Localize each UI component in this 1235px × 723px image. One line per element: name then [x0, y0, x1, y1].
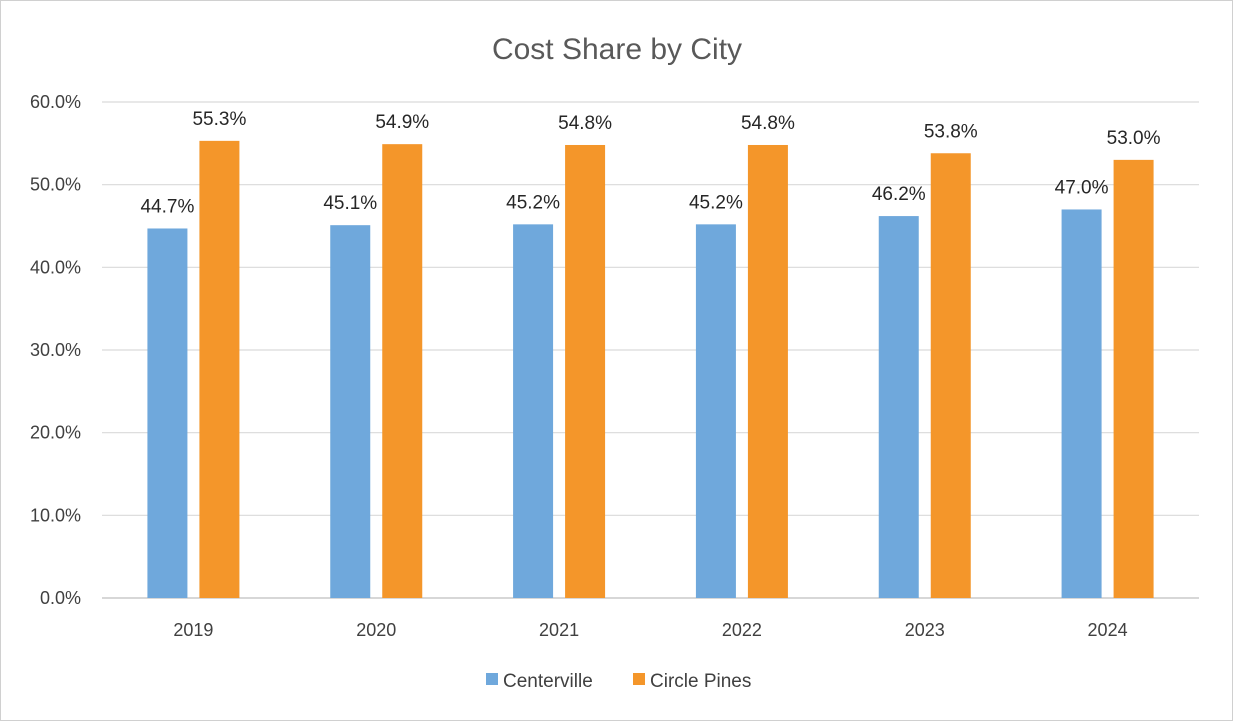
x-tick-label: 2020: [356, 620, 396, 640]
bar-centerville-2020: [330, 225, 371, 598]
data-label: 45.2%: [506, 192, 560, 213]
bar-circle-pines-2024: [1113, 159, 1154, 598]
legend-label: Circle Pines: [650, 671, 751, 692]
bar-circle-pines-2020: [382, 144, 423, 598]
y-tick-label: 40.0%: [30, 257, 81, 277]
legend-swatch: [486, 673, 498, 685]
y-axis: 0.0% 10.0% 20.0% 30.0% 40.0% 50.0% 60.0%: [30, 92, 81, 608]
data-label: 55.3%: [192, 109, 246, 130]
x-tick-label: 2019: [173, 620, 213, 640]
y-tick-label: 20.0%: [30, 423, 81, 443]
legend-label: Centerville: [503, 671, 593, 692]
x-tick-label: 2022: [722, 620, 762, 640]
bar-centerville-2024: [1061, 209, 1102, 598]
x-tick-label: 2024: [1088, 620, 1128, 640]
data-label: 47.0%: [1055, 177, 1109, 198]
bar-circle-pines-2021: [565, 144, 606, 598]
data-label: 54.9%: [375, 112, 429, 133]
data-label: 45.1%: [323, 193, 377, 214]
bar-circle-pines-2023: [930, 153, 971, 598]
legend: Centerville Circle Pines: [486, 671, 751, 692]
x-tick-label: 2023: [905, 620, 945, 640]
gridlines: [102, 101, 1199, 599]
data-label: 53.0%: [1107, 128, 1161, 149]
bar-centerville-2022: [695, 224, 736, 598]
data-label: 54.8%: [558, 113, 612, 134]
chart-title: Cost Share by City: [492, 33, 742, 66]
y-tick-label: 50.0%: [30, 175, 81, 195]
bar-centerville-2019: [147, 228, 188, 599]
legend-swatch: [633, 673, 645, 685]
bar-centerville-2023: [878, 216, 919, 598]
y-tick-label: 30.0%: [30, 340, 81, 360]
bar-circle-pines-2019: [199, 140, 240, 598]
x-tick-label: 2021: [539, 620, 579, 640]
y-tick-label: 60.0%: [30, 92, 81, 112]
y-tick-label: 0.0%: [40, 588, 81, 608]
data-label: 44.7%: [140, 196, 194, 217]
data-label: 46.2%: [872, 184, 926, 205]
x-axis: 2019 2020 2021 2022 2023 2024: [173, 620, 1127, 640]
bar-centerville-2021: [513, 224, 554, 598]
data-label: 45.2%: [689, 192, 743, 213]
data-label: 53.8%: [924, 121, 978, 142]
bar-circle-pines-2022: [747, 144, 788, 598]
data-label: 54.8%: [741, 113, 795, 134]
y-tick-label: 10.0%: [30, 505, 81, 525]
bars: 44.7% 55.3% 45.1% 54.9% 45.2% 54.8% 45.2% 54.8%…: [140, 109, 1161, 599]
